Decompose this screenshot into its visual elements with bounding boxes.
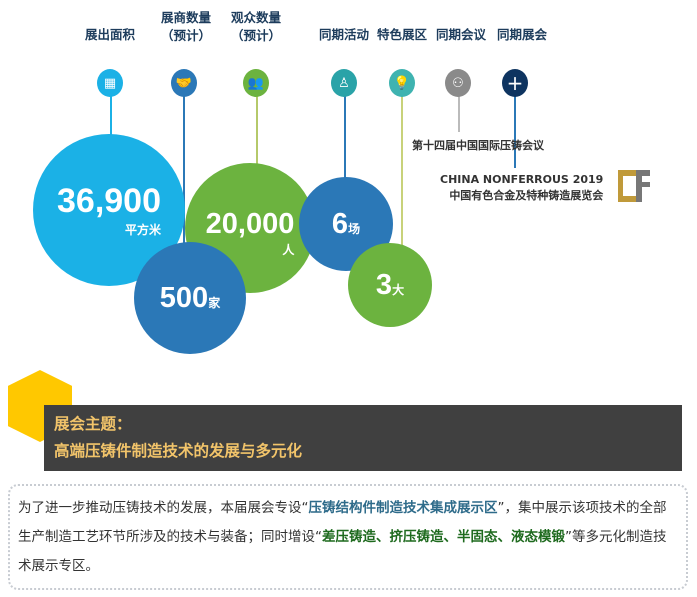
expo-name-en: CHINA NONFERROUS 2019 bbox=[440, 173, 604, 186]
zones-value: 3 bbox=[375, 268, 393, 301]
header-exhibitors-label: 展商数量 bbox=[160, 10, 212, 25]
theme-title: 高端压铸件制造技术的发展与多元化 bbox=[54, 442, 303, 460]
connector-line bbox=[514, 90, 516, 168]
connector-line bbox=[401, 90, 403, 245]
description-box: 为了进一步推动压铸技术的发展，本届展会专设“压铸结构件制造技术集成展示区”，集中… bbox=[8, 484, 688, 590]
connector-line bbox=[256, 90, 258, 165]
highlight-tech: 差压铸造、挤压铸造、半固态、液态模锻 bbox=[322, 529, 565, 545]
exhibitors-unit: 家 bbox=[208, 295, 221, 310]
theme-label: 展会主题： bbox=[54, 415, 132, 433]
header-conference: 同期会议 bbox=[435, 27, 487, 42]
connector-line bbox=[183, 90, 185, 245]
header-visitors-note: （预计） bbox=[230, 28, 282, 43]
theme-banner: 展会主题： 高端压铸件制造技术的发展与多元化 bbox=[44, 405, 682, 471]
expo-name-cn: 中国有色合金及特种铸造展览会 bbox=[449, 189, 604, 202]
handshake-icon: 🤝 bbox=[171, 69, 197, 97]
connector-line bbox=[344, 90, 346, 180]
events-value: 6 bbox=[331, 207, 349, 240]
events-unit: 场 bbox=[348, 221, 361, 236]
header-visitors: 观众数量 （预计） bbox=[231, 9, 281, 45]
meeting-icon: ⚇ bbox=[445, 69, 471, 97]
conference-name: 第十四届中国国际压铸会议 bbox=[412, 139, 544, 152]
connector-line bbox=[110, 90, 112, 140]
header-events: 同期活动 bbox=[318, 27, 370, 42]
speaker-icon: ♙ bbox=[331, 69, 357, 97]
header-expo: 同期展会 bbox=[496, 27, 548, 42]
expo-name: CHINA NONFERROUS 2019 中国有色合金及特种铸造展览会 bbox=[440, 172, 603, 204]
description-text: 为了进一步推动压铸技术的发展，本届展会专设“ bbox=[18, 500, 309, 516]
floor-area-icon: ▦ bbox=[97, 69, 123, 97]
connector-line bbox=[458, 90, 460, 132]
header-exhibitors-note: （预计） bbox=[160, 28, 212, 43]
area-unit: 平方米 bbox=[124, 223, 161, 237]
visitors-circle: 20,000 人 bbox=[185, 163, 315, 293]
zones-unit: 大 bbox=[392, 282, 405, 297]
audience-icon: 👥 bbox=[243, 69, 269, 97]
description-text: ”，集中展示该项技术的全部生产制造工艺环节所涉及的技术与装备；同时增设“ bbox=[18, 500, 667, 545]
area-value: 36,900 bbox=[57, 182, 161, 220]
visitors-value: 20,000 bbox=[205, 208, 295, 240]
header-area: 展出面积 bbox=[84, 27, 136, 42]
header-visitors-label: 观众数量 bbox=[230, 10, 282, 25]
description-text: ”等多元化制造技术展示专区。 bbox=[18, 529, 667, 574]
lightbulb-icon: 💡 bbox=[389, 69, 415, 97]
exhibitors-value: 500 bbox=[159, 281, 209, 314]
exhibitors-circle: 500 家 bbox=[134, 242, 246, 354]
plus-icon: + bbox=[502, 69, 528, 97]
header-exhibitors: 展商数量 （预计） bbox=[161, 9, 211, 45]
header-zones: 特色展区 bbox=[376, 27, 428, 42]
visitors-unit: 人 bbox=[282, 243, 295, 257]
cnf-logo bbox=[618, 170, 650, 202]
highlight-zone: 压铸结构件制造技术集成展示区 bbox=[308, 500, 498, 516]
